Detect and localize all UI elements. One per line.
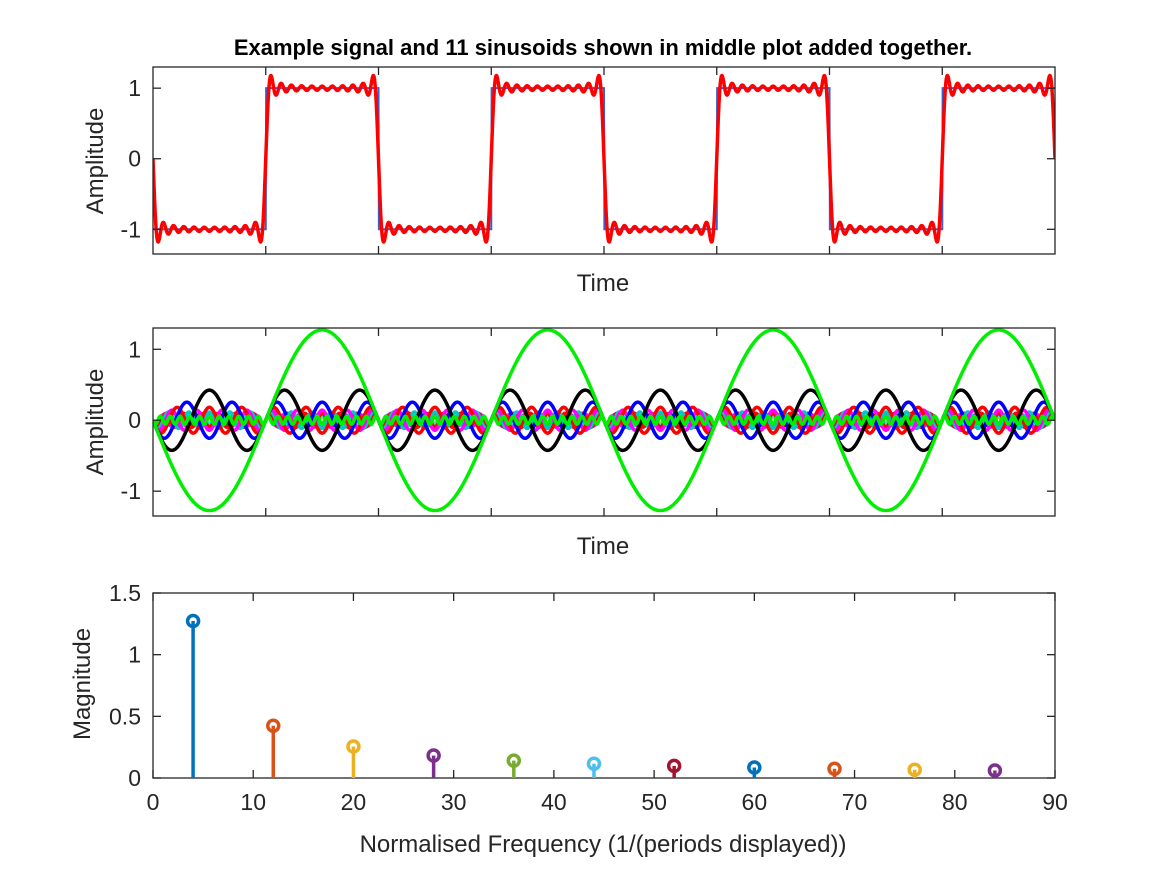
stem-marker	[747, 760, 762, 775]
top-plot-ytick-label: 1	[128, 75, 141, 101]
stem-marker	[586, 756, 602, 771]
bottom-plot-axes-box	[152, 592, 1056, 779]
bottom-plot-ytick-label: 0.5	[109, 703, 141, 729]
bottom-plot-xtick-label: 0	[147, 789, 160, 815]
top-plot-ytick-label: 0	[128, 146, 141, 172]
bottom-plot-xtick-label: 50	[641, 789, 667, 815]
middle-plot: Time Amplitude -1 0 1	[82, 327, 1056, 560]
bottom-plot-ytick-label: 1.5	[109, 580, 141, 606]
stem-marker	[907, 762, 922, 777]
bottom-plot-xtick-label: 20	[341, 789, 367, 815]
stem-marker	[426, 748, 441, 763]
middle-plot-ytick-label: 1	[128, 336, 141, 362]
stem-marker	[346, 739, 361, 754]
top-plot-ylabel: Amplitude	[82, 108, 109, 215]
bottom-plot-ytick-label: 1	[128, 642, 141, 668]
sinusoid-harmonic-23	[153, 414, 1055, 426]
bottom-plot-ylabel: Magnitude	[69, 628, 96, 740]
bottom-plot-xtick-label: 60	[742, 789, 768, 815]
top-plot: Time Amplitude -1 0 1	[82, 66, 1056, 297]
top-plot-xlabel: Time	[577, 270, 629, 297]
figure-title: Example signal and 11 sinusoids shown in…	[234, 35, 972, 60]
bottom-plot-xtick-label: 80	[942, 789, 968, 815]
middle-plot-xlabel: Time	[577, 533, 629, 560]
bottom-plot-xtick-label: 90	[1042, 789, 1068, 815]
stem-marker	[185, 613, 201, 629]
bottom-plot-xtick-label: 70	[842, 789, 868, 815]
stem-marker	[266, 718, 281, 733]
stem-marker	[506, 753, 522, 768]
stem-marker	[987, 763, 1003, 778]
stem-marker	[666, 758, 682, 774]
middle-plot-ylabel: Amplitude	[82, 369, 109, 476]
middle-plot-ytick-label: 0	[128, 407, 141, 433]
fourier-sum-line	[153, 73, 1055, 244]
bottom-plot: Normalised Frequency (1/(periods display…	[69, 580, 1068, 858]
bottom-plot-ytick-label: 0	[128, 765, 141, 791]
middle-plot-ytick-label: -1	[121, 478, 141, 504]
bottom-plot-xtick-label: 10	[240, 789, 266, 815]
bottom-plot-xtick-label: 40	[541, 789, 567, 815]
stem-marker	[827, 761, 842, 776]
bottom-plot-xtick-label: 30	[441, 789, 467, 815]
bottom-plot-xlabel: Normalised Frequency (1/(periods display…	[360, 831, 847, 858]
top-plot-ytick-label: -1	[121, 216, 141, 242]
